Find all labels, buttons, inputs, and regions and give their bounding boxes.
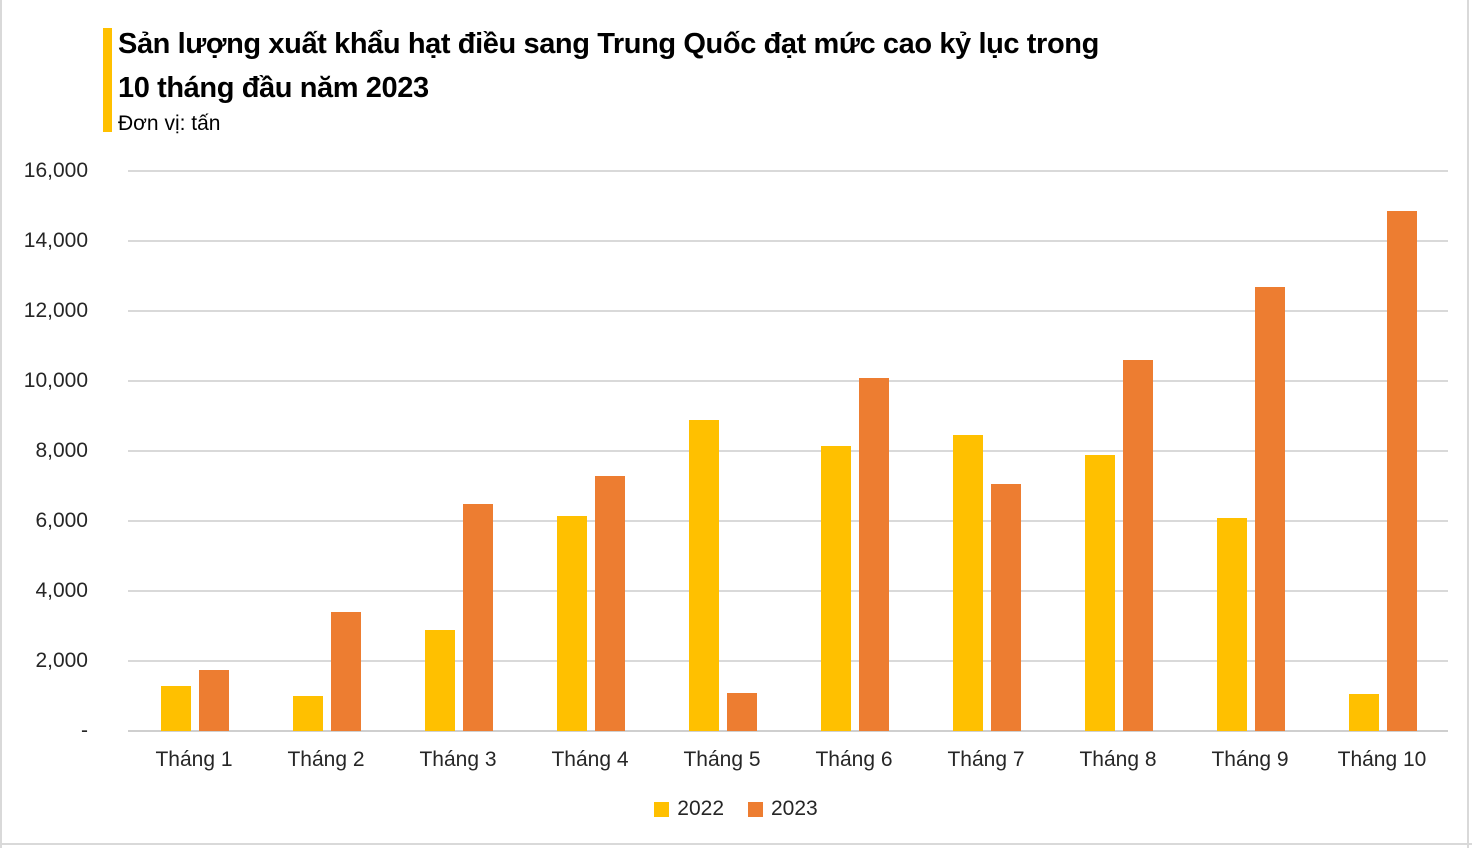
x-category-label-8: Tháng 8 <box>1079 748 1157 771</box>
y-tick-label-8000: 8,000 <box>35 439 88 462</box>
gridline-2000 <box>128 660 1448 662</box>
legend-item-2023: 2023 <box>748 797 818 820</box>
x-category-label-2: Tháng 2 <box>287 748 365 771</box>
x-category-label-6: Tháng 6 <box>815 748 893 771</box>
bar-2023-tháng-7 <box>991 484 1021 731</box>
bar-2022-tháng-6 <box>821 445 851 731</box>
bar-2023-tháng-1 <box>199 669 229 731</box>
gridline-4000 <box>128 590 1448 592</box>
bar-2023-tháng-2 <box>331 612 361 731</box>
legend-label-2022: 2022 <box>677 797 724 820</box>
bar-2023-tháng-6 <box>859 377 889 731</box>
x-category-label-9: Tháng 9 <box>1211 748 1289 771</box>
title-accent-bar <box>103 28 112 132</box>
y-tick-label-10000: 10,000 <box>23 369 88 392</box>
gridline-10000 <box>128 380 1448 382</box>
legend-swatch-2022 <box>654 801 670 817</box>
chart-title-line-2: 10 tháng đầu năm 2023 <box>118 72 429 104</box>
y-tick-label-12000: 12,000 <box>23 299 88 322</box>
gridline-12000 <box>128 310 1448 312</box>
bar-2022-tháng-2 <box>293 696 323 731</box>
bar-2022-tháng-1 <box>161 685 191 731</box>
chart-header: Sản lượng xuất khẩu hạt điều sang Trung … <box>103 22 1099 137</box>
bar-2022-tháng-3 <box>425 629 455 731</box>
bar-2022-tháng-10 <box>1349 694 1379 731</box>
x-category-label-3: Tháng 3 <box>419 748 497 771</box>
frame-border-left <box>0 0 2 848</box>
bar-2023-tháng-8 <box>1123 360 1153 731</box>
legend-swatch-2023 <box>748 801 763 817</box>
chart-legend: 2022 2023 <box>0 797 1472 820</box>
gridline-8000 <box>128 450 1448 452</box>
unit-label: Đơn vị: tấn <box>118 112 221 135</box>
bar-2023-tháng-3 <box>463 503 493 731</box>
y-tick-label-4000: 4,000 <box>35 579 88 602</box>
frame-border-right <box>1467 0 1469 848</box>
gridline-16000 <box>128 170 1448 172</box>
legend-item-2022: 2022 <box>654 797 724 820</box>
y-tick-label-14000: 14,000 <box>23 229 88 252</box>
y-tick-label-2000: 2,000 <box>35 649 88 672</box>
bar-2023-tháng-4 <box>595 475 625 731</box>
y-tick-label-0: - <box>81 719 88 742</box>
x-category-label-1: Tháng 1 <box>155 748 233 771</box>
bar-2022-tháng-9 <box>1217 517 1247 731</box>
bar-2022-tháng-8 <box>1085 454 1115 731</box>
bar-2022-tháng-4 <box>557 515 587 731</box>
chart-title-line-1: Sản lượng xuất khẩu hạt điều sang Trung … <box>118 28 1099 60</box>
x-category-label-4: Tháng 4 <box>551 748 629 771</box>
gridline-6000 <box>128 520 1448 522</box>
bar-2023-tháng-9 <box>1255 286 1285 731</box>
gridline-14000 <box>128 240 1448 242</box>
chart-title: Sản lượng xuất khẩu hạt điều sang Trung … <box>118 22 1099 110</box>
y-tick-label-16000: 16,000 <box>23 159 88 182</box>
legend-label-2023: 2023 <box>771 797 818 820</box>
x-category-label-7: Tháng 7 <box>947 748 1025 771</box>
bar-2022-tháng-7 <box>953 435 983 731</box>
bar-2023-tháng-10 <box>1387 211 1417 731</box>
x-category-label-5: Tháng 5 <box>683 748 761 771</box>
y-tick-label-6000: 6,000 <box>35 509 88 532</box>
x-axis-line <box>128 730 1448 732</box>
frame-border-bottom <box>0 843 1472 845</box>
bar-2022-tháng-5 <box>689 419 719 731</box>
x-category-label-10: Tháng 10 <box>1337 748 1427 771</box>
bar-2023-tháng-5 <box>727 692 757 731</box>
